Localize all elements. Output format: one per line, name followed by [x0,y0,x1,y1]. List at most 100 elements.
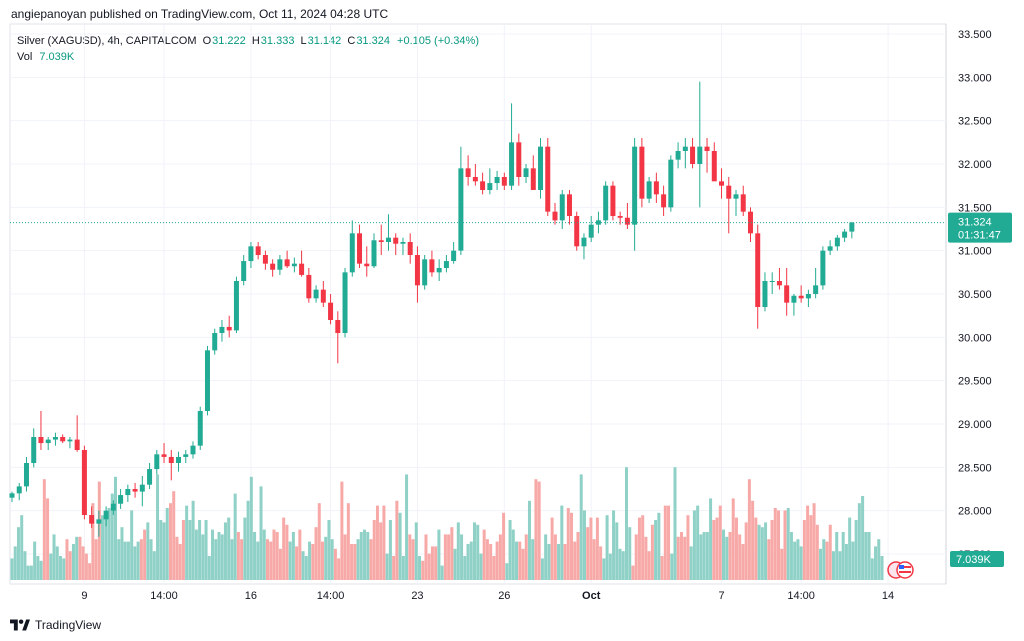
volume-label[interactable]: Vol [17,51,33,63]
volume-tag: 7.039K [950,551,1004,567]
volume-bar [463,556,467,580]
open-label: O [202,35,212,47]
candle-body [632,146,638,225]
volume-bar [36,556,40,580]
volume-bar [540,558,544,580]
volume-bar [637,517,641,580]
volume-bar [369,539,373,580]
volume-bar [566,508,570,580]
volume-bar [570,512,574,580]
volume-bar [870,558,874,580]
volume-bar [864,532,868,580]
volume-bar [754,517,758,580]
volume-bar [550,517,554,580]
volume-bar [437,529,441,580]
volume-bar [346,503,350,580]
volume-bar [434,546,438,580]
candle-body [690,146,696,164]
y-tick-label: 33.500 [958,29,992,41]
volume-bar [815,524,819,580]
volume-bar [427,553,431,580]
volume-bar [198,520,202,580]
candle-body [559,194,565,221]
volume-bar [81,546,85,580]
volume-bar [243,517,247,580]
volume-bar [689,546,693,580]
volume-bar [220,534,224,580]
volume-bar [589,517,593,580]
volume-bar [236,532,240,580]
volume-tag-bg [950,551,1004,567]
volume-bar [527,500,531,580]
volume-bar [595,517,599,580]
candle-body [436,268,442,273]
volume-bar [13,546,17,580]
volume-bar [269,541,273,580]
volume-bar [165,508,169,580]
volume-bar [728,532,732,580]
candle-body [516,142,522,177]
volume-bar [33,541,37,580]
x-tick-label: 7 [718,590,724,602]
volume-bar [327,520,331,580]
volume-bar [650,524,654,580]
x-tick-label: 14 [882,590,894,602]
volume-bar [460,534,464,580]
volume-bar [679,532,683,580]
volume-bar [874,546,878,580]
volume-bar [867,532,871,580]
volume-bar [130,510,134,580]
candle-body [552,211,558,221]
volume-bar [738,534,742,580]
volume-bar [654,520,658,580]
volume-bar [194,529,198,580]
candle-body [67,439,73,442]
volume-bar [136,541,140,580]
volume-bar [712,520,716,580]
volume-bar [282,517,286,580]
volume-bar [557,544,561,580]
candle-body [451,250,457,262]
candle-body [530,168,536,190]
volume-bar [747,479,751,580]
volume-bar [751,500,755,580]
volume-bar [783,510,787,580]
volume-bar [608,553,612,580]
volume-bar [324,536,328,580]
candle-body [168,456,174,463]
candle-body [96,519,102,524]
volume-bar [123,541,127,580]
volume-bar [414,522,418,580]
volume-bar [838,551,842,580]
volume-bar [52,534,56,580]
x-tick-label: 14:00 [317,590,345,602]
volume-bar [641,515,645,580]
candle-body [509,142,515,186]
volume-bar [563,544,567,580]
symbol-label[interactable]: Silver (XAGUSD), 4h, CAPITALCOM [17,35,197,47]
volume-bar [266,539,270,580]
volume-bar [498,534,502,580]
candle-body [176,456,182,463]
candle-body [726,185,732,199]
candle-body [653,181,659,195]
volume-bar [249,476,253,580]
volume-bar [168,503,172,580]
volume-bar [780,548,784,580]
volume-bar [223,522,227,580]
footer: TradingView [10,618,101,632]
volume-value: 7.039K [39,51,75,63]
volume-bar [472,522,476,580]
volume-bar [861,496,865,580]
volume-bar [395,500,399,580]
candle-body [212,333,218,351]
volume-bar [857,503,861,580]
volume-bar [295,546,299,580]
volume-bar [113,476,117,580]
close-value: 31.324 [356,35,390,47]
volume-bar [531,539,535,580]
candle-body [588,224,594,238]
volume-bar [68,551,72,580]
